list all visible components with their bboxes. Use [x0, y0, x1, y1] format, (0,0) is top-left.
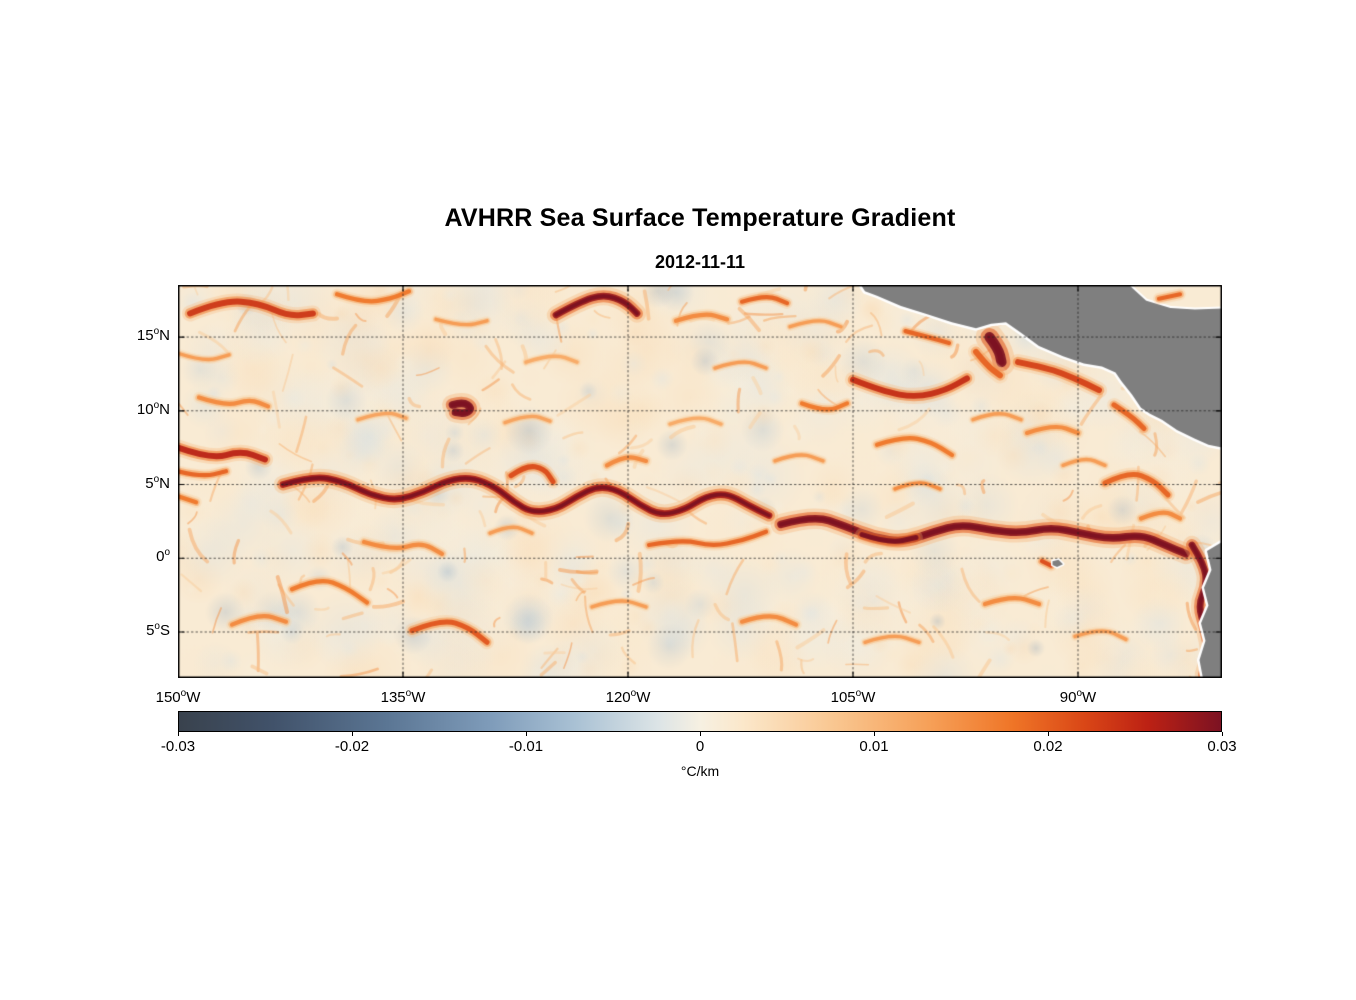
colorbar-unit-label: °C/km	[680, 763, 720, 779]
x-tick-135W: 135oW	[380, 688, 426, 707]
colorbar-tick-label: 0.02	[1033, 738, 1063, 755]
colorbar-tick	[874, 732, 875, 736]
chart-subtitle: 2012-11-11	[654, 252, 746, 272]
y-tick-5N: 5oN	[145, 473, 170, 492]
colorbar-tick	[1222, 732, 1223, 736]
colorbar-tick	[700, 732, 701, 736]
map-plot-area	[178, 285, 1222, 678]
colorbar-tick-label: 0	[695, 738, 705, 755]
x-tick-90W: 90oW	[1059, 688, 1097, 707]
sst-gradient-heatmap	[178, 285, 1222, 678]
y-tick-0deg: 0o	[156, 547, 170, 566]
y-tick-15N: 15oN	[136, 326, 170, 345]
x-tick-150W: 150oW	[155, 688, 201, 707]
colorbar-tick-label: -0.01	[508, 738, 544, 755]
colorbar-tick	[352, 732, 353, 736]
colorbar-tick	[1048, 732, 1049, 736]
x-tick-120W: 120oW	[605, 688, 651, 707]
y-tick-10N: 10oN	[136, 399, 170, 418]
colorbar-tick-label: -0.03	[160, 738, 196, 755]
y-tick-5S: 5oS	[146, 620, 170, 639]
chart-title: AVHRR Sea Surface Temperature Gradient	[444, 204, 956, 232]
x-tick-105W: 105oW	[830, 688, 876, 707]
colorbar-tick	[178, 732, 179, 736]
colorbar-tick-label: 0.01	[859, 738, 889, 755]
colorbar-tick-label: -0.02	[334, 738, 370, 755]
colorbar	[178, 711, 1222, 732]
colorbar-tick-label: 0.03	[1207, 738, 1237, 755]
colorbar-tick	[526, 732, 527, 736]
